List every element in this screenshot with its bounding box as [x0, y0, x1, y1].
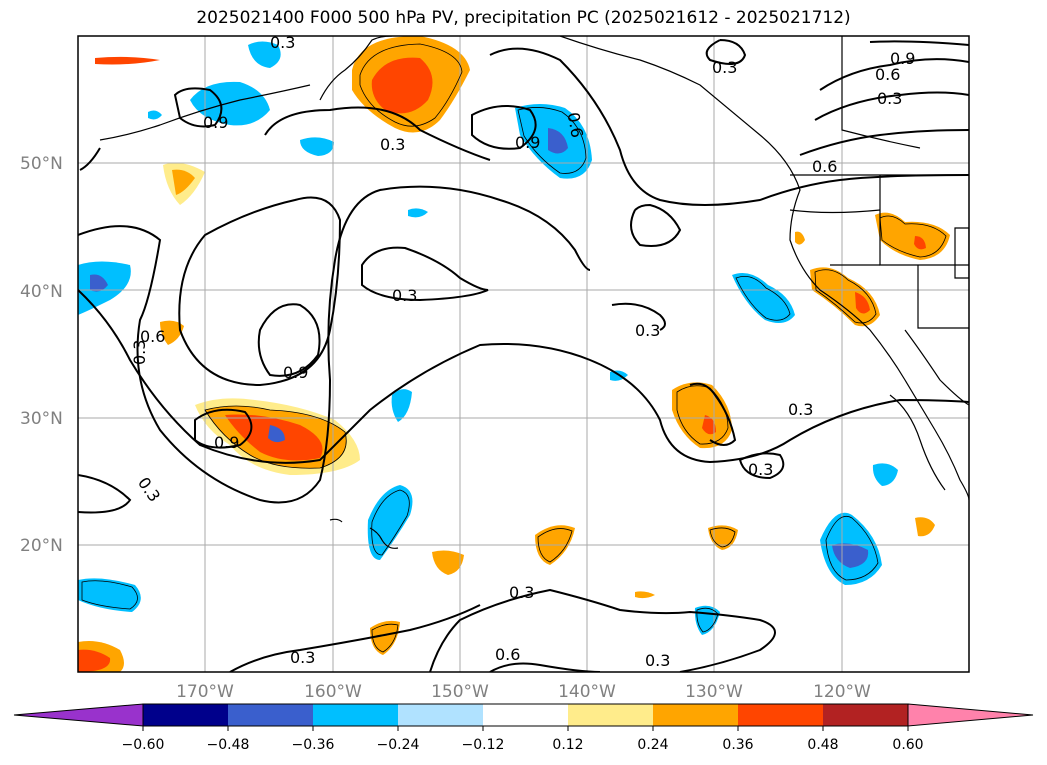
contour-label: 0.9: [515, 133, 540, 152]
longitude-labels: 170°W 160°W 150°W 140°W 130°W 120°W: [176, 682, 871, 702]
contour-label: 0.3: [712, 58, 737, 77]
colorbar-segment: [568, 704, 653, 726]
contour-label: 0.6: [564, 111, 587, 139]
colorbar-tick-label: 0.60: [892, 737, 923, 753]
precip-core-baja: [832, 543, 869, 568]
map-frame: [77, 35, 970, 673]
lat-label-40n: 40°N: [20, 282, 63, 302]
precip-core-bc: [548, 128, 568, 154]
lat-label-50n: 50°N: [20, 154, 63, 174]
precip-negative-hawaii: [367, 485, 413, 560]
precip-positive-small-2: [160, 320, 184, 345]
contour-label: 0.9: [890, 49, 915, 68]
precip-positive-s-4: [708, 525, 738, 550]
precip-positive-small-1b: [172, 169, 195, 195]
precip-negative-ca-coast: [732, 272, 795, 324]
latitude-labels: 50°N 40°N 30°N 20°N: [20, 154, 63, 556]
colorbar-segment: [398, 704, 483, 726]
precip-outlines: [81, 43, 947, 653]
colorbar-segment: [653, 704, 738, 726]
contour-label: 0.3: [748, 460, 773, 479]
contour-label: 0.6: [140, 327, 165, 346]
precip-negative-small-1: [300, 137, 334, 156]
precip-core-sw-corner: [78, 649, 111, 672]
colorbar-segment: [143, 704, 228, 726]
contour-label: 0.6: [495, 645, 520, 664]
contour-label: 0.3: [130, 340, 149, 365]
contour-label: 0.3: [877, 89, 902, 108]
precip-positive-s-2: [432, 550, 464, 575]
lon-label-160w: 160°W: [304, 682, 362, 702]
contour-label: 0.3: [270, 33, 295, 52]
precip-negative-small-3: [148, 110, 162, 120]
precip-positive-interior: [875, 212, 950, 260]
colorbar-tick-label: 0.36: [722, 737, 753, 753]
contour-label: 0.9: [283, 363, 308, 382]
colorbar-tick-label: 0.24: [637, 737, 668, 753]
colorbar-extension-min: [13, 703, 144, 727]
precip-core-ne-pac: [702, 415, 716, 435]
pv-contours: [78, 39, 969, 672]
colorbar-segment: [483, 704, 568, 726]
precip-negative-s-6: [872, 463, 898, 486]
lon-label-150w: 150°W: [431, 682, 489, 702]
coastlines: [99, 36, 969, 549]
contour-label: 0.3: [134, 474, 164, 506]
contour-label: 0.9: [203, 113, 228, 132]
map-title: 2025021400 F000 500 hPa PV, precipitatio…: [196, 8, 851, 28]
precip-positive-s-3: [370, 620, 400, 655]
contour-label: 0.6: [875, 65, 900, 84]
colorbar-tick-label: −0.12: [462, 737, 505, 753]
precip-positive-ca: [810, 267, 880, 327]
contour-label: 0.3: [645, 651, 670, 670]
contour-label: 0.3: [380, 135, 405, 154]
lon-label-140w: 140°W: [558, 682, 616, 702]
contour-label: 0.9: [214, 433, 239, 452]
colorbar-ticks: −0.60 −0.48 −0.36 −0.24 −0.12 0.12 0.24 0.36 0.4…: [122, 726, 924, 753]
precip-positive-ne-pac: [672, 382, 732, 449]
lat-label-30n: 30°N: [20, 409, 63, 429]
contour-labels: 0.3 0.9 0.9 0.6 0.3 0.6 0.3 0.3 0.6 0.9 …: [130, 33, 915, 670]
contour-label: 0.3: [788, 400, 813, 419]
precip-positive-small-5: [795, 231, 805, 245]
colorbar-extension-max: [907, 703, 1034, 727]
colorbar-segment: [738, 704, 823, 726]
colorbar-tick-label: −0.48: [207, 737, 250, 753]
lat-label-20n: 20°N: [20, 536, 63, 556]
lon-label-170w: 170°W: [176, 682, 234, 702]
precip-core-west: [90, 274, 108, 292]
precip-positive-s-7: [915, 517, 935, 537]
precip-positive-small-3: [95, 56, 160, 65]
colorbar: −0.60 −0.48 −0.36 −0.24 −0.12 0.12 0.24 0.36 0.4…: [13, 703, 1034, 753]
colorbar-segments: [13, 703, 1034, 727]
colorbar-tick-label: 0.48: [807, 737, 838, 753]
colorbar-frame: [142, 703, 909, 727]
lon-label-120w: 120°W: [813, 682, 871, 702]
contour-label: 0.3: [635, 321, 660, 340]
colorbar-tick-label: −0.60: [122, 737, 165, 753]
lon-label-130w: 130°W: [685, 682, 743, 702]
precip-core-ca: [855, 292, 870, 314]
colorbar-segment: [228, 704, 313, 726]
map-area: 0.3 0.9 0.9 0.6 0.3 0.6 0.3 0.3 0.6 0.9 …: [78, 33, 969, 672]
colorbar-tick-label: −0.36: [292, 737, 335, 753]
contour-label: 0.3: [290, 648, 315, 667]
precip-positive-small-4: [635, 591, 655, 599]
precip-core-interior: [914, 236, 926, 250]
precip-negative-small-2: [408, 208, 428, 218]
precip-negative-aleutian: [190, 81, 270, 126]
precip-negative-central-e: [391, 389, 412, 422]
colorbar-segment: [313, 704, 398, 726]
precip-negative-aleutian-w: [248, 41, 281, 68]
colorbar-tick-label: −0.24: [377, 737, 420, 753]
colorbar-tick-label: 0.12: [552, 737, 583, 753]
contour-label: 0.3: [509, 583, 534, 602]
precip-core-alaska-gulf: [371, 57, 433, 114]
contour-label: 0.3: [392, 286, 417, 305]
colorbar-segment: [823, 704, 908, 726]
precip-core-central: [268, 425, 285, 443]
contour-label: 0.6: [812, 157, 837, 176]
